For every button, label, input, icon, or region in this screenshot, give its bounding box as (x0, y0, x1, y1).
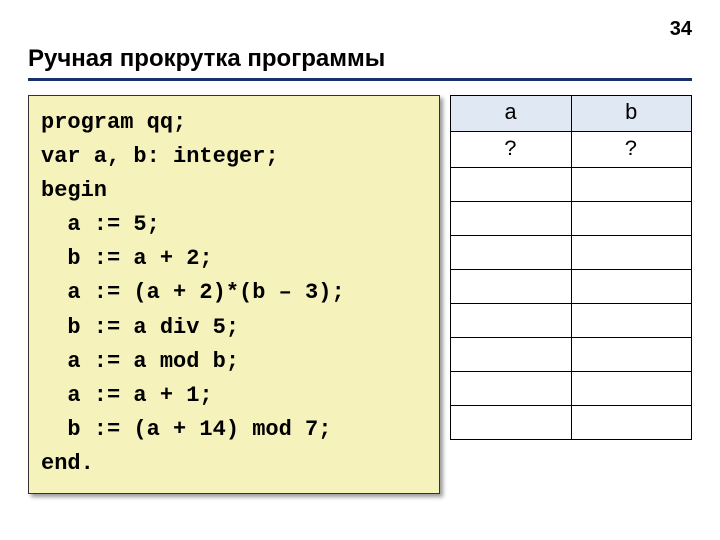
table-cell: ? (451, 132, 572, 168)
table-cell: ? (571, 132, 692, 168)
table-cell (451, 304, 572, 338)
code-line: b := a div 5; (41, 311, 427, 345)
code-line: b := (a + 14) mod 7; (41, 413, 427, 447)
table-row (451, 304, 692, 338)
table-cell (451, 406, 572, 440)
page-number: 34 (670, 18, 692, 41)
table-cell (571, 168, 692, 202)
table-cell (571, 304, 692, 338)
code-line: begin (41, 174, 427, 208)
table-cell (571, 236, 692, 270)
table-row (451, 270, 692, 304)
table-row (451, 236, 692, 270)
table-row: ? ? (451, 132, 692, 168)
code-line: program qq; (41, 106, 427, 140)
code-line: a := a + 1; (41, 379, 427, 413)
table-cell (571, 406, 692, 440)
page-title: Ручная прокрутка программы (28, 45, 385, 73)
title-underline (28, 78, 692, 81)
code-line: a := (a + 2)*(b – 3); (41, 276, 427, 310)
table-row (451, 202, 692, 236)
table-row (451, 338, 692, 372)
table-header-a: a (451, 96, 572, 132)
table-cell (451, 372, 572, 406)
table-cell (571, 202, 692, 236)
table-header-b: b (571, 96, 692, 132)
table-row (451, 406, 692, 440)
code-line: b := a + 2; (41, 242, 427, 276)
table-cell (451, 202, 572, 236)
table-cell (571, 270, 692, 304)
code-line: var a, b: integer; (41, 140, 427, 174)
table-row (451, 372, 692, 406)
code-line: a := a mod b; (41, 345, 427, 379)
trace-table: a b ? ? (450, 95, 692, 440)
table-cell (451, 270, 572, 304)
table-cell (451, 338, 572, 372)
table-row (451, 168, 692, 202)
code-line: end. (41, 447, 427, 481)
table-cell (571, 372, 692, 406)
code-line: a := 5; (41, 208, 427, 242)
table-cell (451, 168, 572, 202)
code-block: program qq; var a, b: integer; begin a :… (28, 95, 440, 494)
table-cell (451, 236, 572, 270)
table-cell (571, 338, 692, 372)
